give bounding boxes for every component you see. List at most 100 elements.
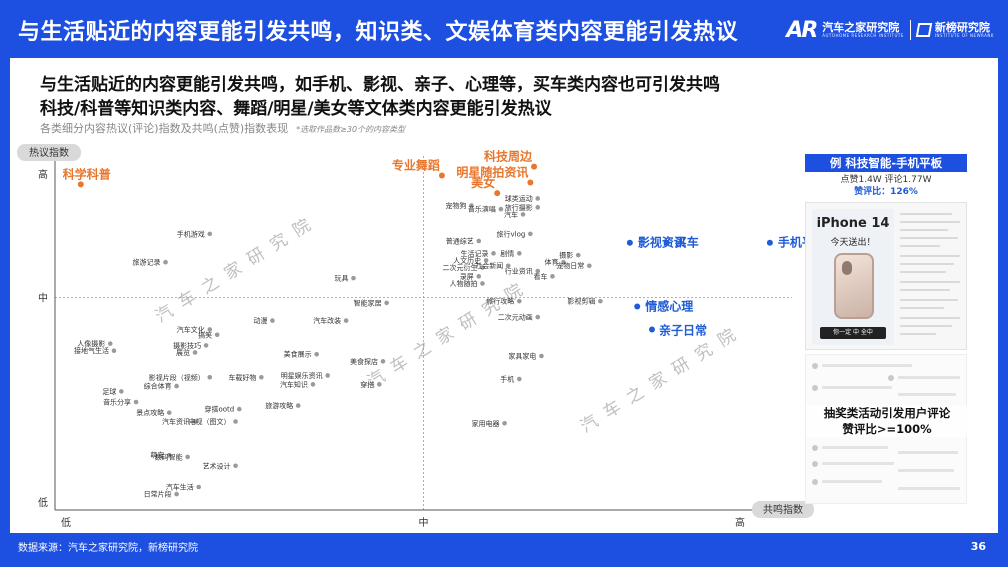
point-marker <box>196 484 202 490</box>
data-point: 摄影 <box>559 251 581 260</box>
post-text-line <box>900 237 958 239</box>
data-point: 搞笑 <box>198 330 220 339</box>
point-marker <box>535 314 541 320</box>
comment-line <box>898 487 960 490</box>
point-marker <box>259 374 264 380</box>
data-point: 穿搭 <box>360 380 382 389</box>
x-axis-label: 共鸣指数 <box>752 501 814 518</box>
logo-primary-name: 汽车之家研究院 <box>822 21 900 34</box>
avatar <box>812 385 818 391</box>
chart-subtitle: 各类细分内容热议(评论)指数及共鸣(点赞)指数表现 *选取作品数≥30个的内容类型 <box>40 120 405 136</box>
point-marker <box>174 383 179 389</box>
point-label: 美食展示 <box>284 350 312 359</box>
data-point: 玩具 <box>334 275 356 283</box>
data-point: 日常片段 <box>144 490 179 499</box>
point-marker <box>107 341 113 346</box>
point-marker <box>233 463 238 469</box>
point-label: 美女 <box>471 175 495 190</box>
point-label: 旅游攻略 <box>265 401 293 410</box>
point-marker <box>531 163 538 170</box>
subtitle-note: *选取作品数≥30个的内容类型 <box>296 125 406 134</box>
point-label: 社会新闻 <box>475 261 503 270</box>
point-marker <box>587 263 592 269</box>
point-marker <box>310 382 316 387</box>
avatar <box>888 375 894 381</box>
point-marker <box>491 251 496 256</box>
data-source: 数据来源：汽车之家研究院，新榜研究院 <box>18 543 198 554</box>
post-text-line <box>900 213 952 215</box>
point-label: 影视剪辑 <box>567 297 595 306</box>
point-marker <box>663 239 670 246</box>
point-marker <box>517 376 522 382</box>
y-tick-label: 中 <box>38 292 48 305</box>
data-point: 美食探店 <box>350 357 386 366</box>
point-marker <box>77 181 84 188</box>
point-label: 体育 <box>545 258 559 267</box>
data-point: 景点攻略 <box>136 408 172 417</box>
headline-line-2: 科技/科普等知识类内容、舞蹈/明星/美女等文体类内容更能引发热议 <box>40 99 552 119</box>
point-marker <box>517 251 522 256</box>
data-point: 情感心理 <box>634 298 693 313</box>
point-label: 汽车改装 <box>313 316 341 325</box>
data-point: 动漫 <box>253 316 275 325</box>
logo-secondary-en: INSTITUTE OF NEWRANK <box>934 33 994 38</box>
comment-line <box>822 446 888 449</box>
point-label: 影视片段（视频） <box>149 373 205 382</box>
point-label: 萌宠 <box>150 451 164 460</box>
point-label: 汽车文化 <box>177 325 205 334</box>
point-label: 汽车知识 <box>280 380 308 389</box>
data-point: 汽车 <box>504 210 526 219</box>
post-text-line <box>900 317 960 319</box>
data-point: 旅行vlog <box>497 229 533 238</box>
data-point: 汽车资讯 <box>162 417 198 426</box>
x-axis-label-text: 共鸣指数 <box>763 503 803 516</box>
point-label: 科技周边 <box>484 149 533 164</box>
data-point: 摄影技巧 <box>173 341 209 350</box>
point-marker <box>648 326 655 333</box>
point-label: 人像摄影 <box>77 339 105 348</box>
point-marker <box>476 274 482 279</box>
comment-line <box>822 386 892 389</box>
avatar <box>812 479 818 485</box>
point-label: 明星娱乐资讯 <box>281 371 323 380</box>
data-point: 社会新闻 <box>475 261 511 270</box>
point-marker <box>192 419 198 424</box>
point-label: 旅行摄影 <box>505 203 533 212</box>
comment-note-line-1: 抽奖类活动引发用户评论 <box>823 406 951 420</box>
point-marker <box>483 258 489 263</box>
point-label: 穿搭 <box>360 380 374 389</box>
point-marker <box>343 318 349 323</box>
point-marker <box>351 275 356 281</box>
point-marker <box>384 300 389 306</box>
tick-labels: 高中低低中高 <box>38 168 745 529</box>
likes-comments-stat: 点赞1.4W 评论1.77W <box>840 175 932 185</box>
post-screenshot: iPhone 14 今天送出！ 你一定 中 全中 <box>805 202 967 350</box>
point-label: 二次元衍生 <box>442 263 477 272</box>
point-label: 综合体育 <box>144 382 172 391</box>
promo-subtitle: 今天送出！ <box>830 238 876 248</box>
logo-secondary-name: 新榜研究院 <box>934 21 990 34</box>
point-label: 汽车资讯 <box>162 417 190 426</box>
logo-primary-en: AUTOHOME RESEARCH INSTITUTE <box>822 33 904 38</box>
point-marker <box>236 406 242 412</box>
post-text-line <box>900 299 958 301</box>
data-point: 科技周边 <box>484 149 538 170</box>
data-point: 家具家电 <box>508 352 544 361</box>
data-point: 二次元衍生 <box>442 263 485 272</box>
point-marker <box>598 298 603 304</box>
point-label: 智能家居 <box>354 298 382 307</box>
data-point: 智能家居 <box>354 298 389 307</box>
data-point: 综合体育 <box>144 382 179 391</box>
data-point: 旅游攻略 <box>265 401 301 410</box>
point-label: 人物随拍 <box>449 279 477 288</box>
post-text-line <box>900 221 960 223</box>
data-point: 展览 <box>176 348 198 357</box>
y-tick-label: 低 <box>38 496 48 509</box>
avatar <box>812 363 818 369</box>
post-text-line <box>900 325 952 327</box>
point-marker <box>535 196 541 201</box>
point-label: 宠物狗 <box>445 201 466 210</box>
point-label: 手机游戏 <box>177 229 205 238</box>
data-point: 宠物狗 <box>445 201 474 210</box>
point-marker <box>207 327 213 332</box>
